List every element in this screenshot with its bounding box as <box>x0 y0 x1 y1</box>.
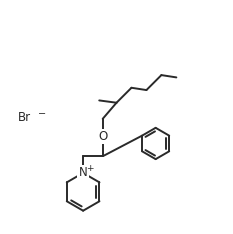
Text: N: N <box>79 166 88 179</box>
Text: +: + <box>86 164 93 173</box>
Text: −: − <box>38 109 46 119</box>
Text: Br: Br <box>17 110 31 124</box>
Text: O: O <box>98 130 107 143</box>
